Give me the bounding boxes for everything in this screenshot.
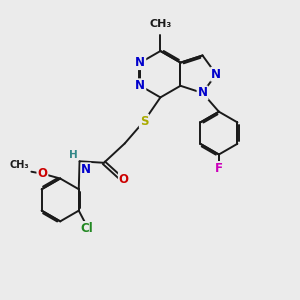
Text: S: S [140,115,148,128]
Text: N: N [135,56,145,69]
Text: CH₃: CH₃ [9,160,29,170]
Text: O: O [119,172,129,186]
Text: CH₃: CH₃ [149,19,172,29]
Text: O: O [38,167,47,180]
Text: N: N [81,163,91,176]
Text: F: F [215,162,223,175]
Text: H: H [69,150,78,160]
Text: Cl: Cl [80,222,93,235]
Text: N: N [211,68,221,81]
Text: N: N [135,79,145,92]
Text: N: N [197,86,208,100]
